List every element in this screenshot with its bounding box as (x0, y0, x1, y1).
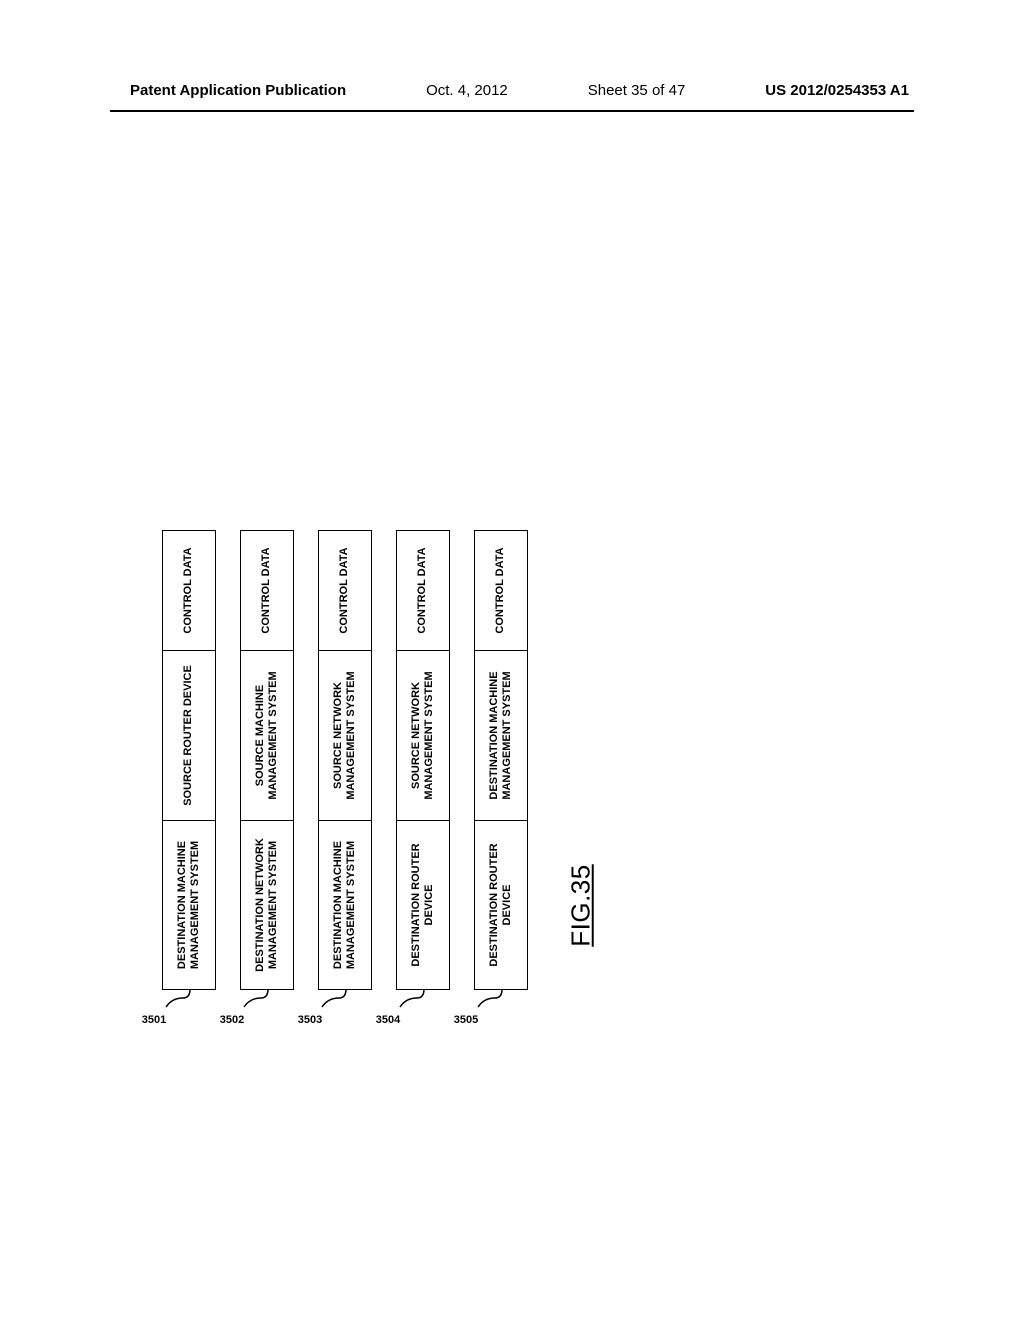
cell-source: SOURCE ROUTER DEVICE (162, 650, 216, 820)
cell-control-data: CONTROL DATA (474, 530, 528, 650)
cell-destination: DESTINATION MACHINE MANAGEMENT SYSTEM (318, 820, 372, 990)
leader-line (168, 986, 192, 1006)
cell-source: SOURCE NETWORK MANAGEMENT SYSTEM (318, 650, 372, 820)
publication-date: Oct. 4, 2012 (426, 82, 508, 99)
cell-source: SOURCE NETWORK MANAGEMENT SYSTEM (396, 650, 450, 820)
cell-destination: DESTINATION ROUTER DEVICE (474, 820, 528, 990)
reference-numeral: 3505 (454, 1014, 478, 1026)
cell-control-data: CONTROL DATA (240, 530, 294, 650)
table-row: 3503 DESTINATION MACHINE MANAGEMENT SYST… (318, 390, 372, 990)
leader-line (246, 986, 270, 1006)
table-row: 3502 DESTINATION NETWORK MANAGEMENT SYST… (240, 390, 294, 990)
reference-numeral: 3502 (220, 1014, 244, 1026)
cell-source: DESTINATION MACHINE MANAGEMENT SYSTEM (474, 650, 528, 820)
cell-control-data: CONTROL DATA (318, 530, 372, 650)
leader-line (480, 986, 504, 1006)
table-row: 3504 DESTINATION ROUTER DEVICE SOURCE NE… (396, 390, 450, 990)
figure-label: FIG.35 (566, 864, 597, 946)
leader-line (402, 986, 426, 1006)
cell-control-data: CONTROL DATA (162, 530, 216, 650)
cell-control-data: CONTROL DATA (396, 530, 450, 650)
reference-numeral: 3501 (142, 1014, 166, 1026)
publication-title: Patent Application Publication (130, 82, 346, 99)
leader-line (324, 986, 348, 1006)
publication-number: US 2012/0254353 A1 (765, 82, 909, 99)
reference-numeral: 3504 (376, 1014, 400, 1026)
cell-destination: DESTINATION NETWORK MANAGEMENT SYSTEM (240, 820, 294, 990)
page-header: Patent Application Publication Oct. 4, 2… (0, 82, 1024, 99)
table-row: 3505 DESTINATION ROUTER DEVICE DESTINATI… (474, 390, 528, 990)
sheet-number: Sheet 35 of 47 (588, 82, 686, 99)
figure-diagram: 3501 DESTINATION MACHINE MANAGEMENT SYST… (162, 390, 602, 990)
cell-source: SOURCE MACHINE MANAGEMENT SYSTEM (240, 650, 294, 820)
reference-numeral: 3503 (298, 1014, 322, 1026)
cell-destination: DESTINATION ROUTER DEVICE (396, 820, 450, 990)
header-rule (110, 110, 914, 112)
table-row: 3501 DESTINATION MACHINE MANAGEMENT SYST… (162, 390, 216, 990)
cell-destination: DESTINATION MACHINE MANAGEMENT SYSTEM (162, 820, 216, 990)
